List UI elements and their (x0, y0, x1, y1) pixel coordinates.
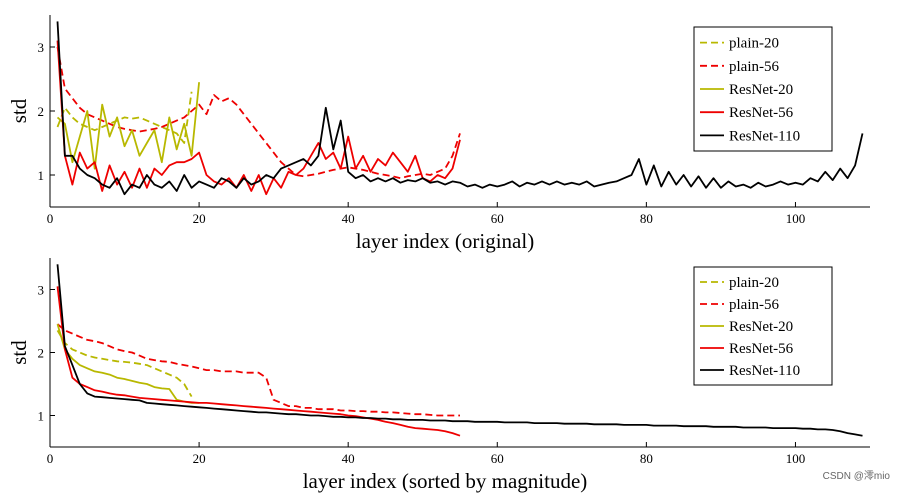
x-tick-label: 40 (342, 451, 355, 466)
legend: plain-20 plain-56 ResNet-20 ResNet-56 ResNet… (693, 26, 833, 152)
legend-entry: ResNet-110 (729, 128, 800, 144)
x-axis-label: layer index (original) (356, 229, 534, 253)
x-tick-label: 100 (786, 451, 806, 466)
y-tick-label: 1 (38, 168, 45, 183)
y-tick-label: 3 (38, 283, 45, 298)
legend: plain-20 plain-56 ResNet-20 ResNet-56 ResNet… (693, 266, 833, 386)
x-tick-label: 80 (640, 211, 653, 226)
legend-entry: plain-20 (729, 275, 779, 291)
legend-entry: ResNet-20 (729, 82, 793, 98)
x-tick-label: 40 (342, 211, 355, 226)
legend-entry: plain-56 (729, 297, 779, 313)
y-axis-label: std (7, 340, 31, 365)
y-axis-label: std (7, 98, 31, 123)
series-line-plain-56 (56, 46, 461, 180)
x-tick-label: 0 (47, 451, 54, 466)
legend-entry: ResNet-20 (729, 319, 793, 335)
series-line-resnet-20 (56, 323, 200, 404)
series-line-plain-20 (56, 329, 193, 398)
legend-entry: ResNet-110 (729, 363, 800, 379)
series-line-resnet-110 (56, 21, 864, 196)
legend-entry: plain-20 (729, 36, 779, 52)
legend-entry: plain-56 (729, 59, 779, 75)
x-tick-label: 0 (47, 211, 54, 226)
x-tick-label: 100 (786, 211, 806, 226)
x-tick-label: 20 (193, 451, 206, 466)
x-axis-label: layer index (sorted by magnitude) (303, 469, 588, 493)
x-tick-label: 80 (640, 451, 653, 466)
x-tick-label: 60 (491, 211, 504, 226)
series-line-plain-20 (56, 91, 193, 144)
legend-entry: ResNet-56 (729, 105, 794, 121)
series-line-resnet-56 (56, 286, 461, 437)
legend-entry: ResNet-56 (729, 341, 794, 357)
chart-panel-2: 0 20 40 60 80 100 1 2 3 layer index (sorted by ma… (7, 258, 870, 493)
series-line-plain-56 (56, 323, 460, 417)
x-tick-label: 60 (491, 451, 504, 466)
series-line-resnet-56 (56, 40, 461, 196)
y-tick-label: 3 (38, 40, 45, 55)
series-line-resnet-110 (56, 264, 863, 437)
chart-panel-1: 0 20 40 60 80 100 1 2 3 layer index (original) std… (7, 15, 870, 253)
watermark: CSDN @澪mio (822, 471, 890, 482)
y-tick-label: 2 (38, 104, 45, 119)
y-tick-label: 1 (38, 409, 45, 424)
series-line-resnet-20 (56, 82, 200, 170)
y-tick-label: 2 (38, 346, 45, 361)
x-tick-label: 20 (193, 211, 206, 226)
